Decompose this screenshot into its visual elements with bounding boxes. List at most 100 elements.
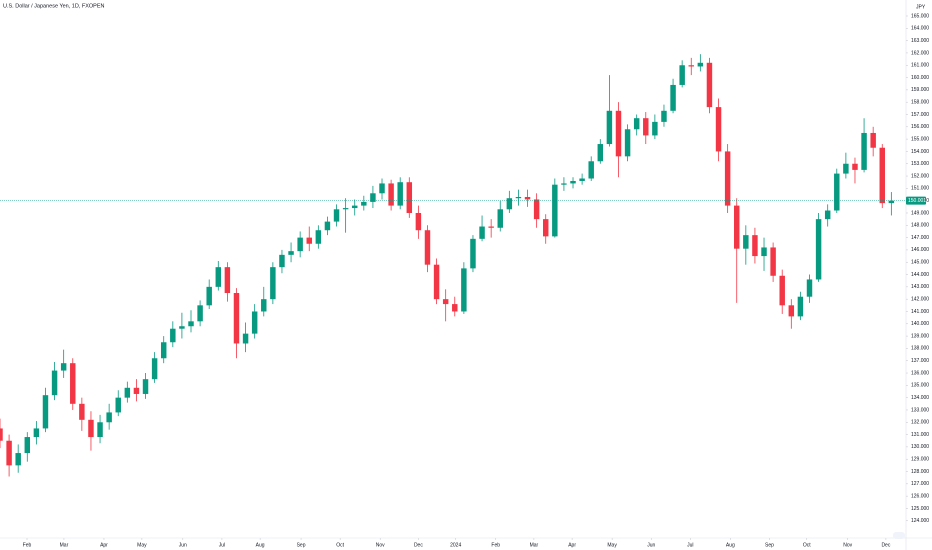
candle-body xyxy=(724,151,731,206)
candle-body xyxy=(97,422,103,438)
candle-body xyxy=(706,62,713,108)
candle-body xyxy=(661,110,667,122)
candle-body xyxy=(60,363,67,371)
x-tick-label: Jun xyxy=(647,542,655,548)
candle-body xyxy=(743,235,749,249)
y-tick-label: 138.000 xyxy=(911,346,929,352)
settings-icon[interactable] xyxy=(893,532,905,539)
candle-body xyxy=(506,198,513,210)
candle-body xyxy=(197,305,203,322)
candle-body xyxy=(206,286,212,306)
candle-body xyxy=(270,267,276,300)
candle-body xyxy=(15,453,21,466)
y-tick-label: 137.000 xyxy=(911,358,929,364)
x-tick-label: Feb xyxy=(491,542,500,548)
candle-body xyxy=(715,107,722,152)
candle-body xyxy=(588,161,594,179)
x-tick-label: Mar xyxy=(60,542,69,548)
y-tick-label: 162.000 xyxy=(911,50,929,56)
candle-body xyxy=(697,62,704,67)
y-tick-label: 141.000 xyxy=(911,309,929,315)
candle-body xyxy=(579,178,585,181)
candle-body xyxy=(279,254,285,268)
y-tick-label: 145.000 xyxy=(911,260,929,266)
candle-body xyxy=(342,208,349,210)
candle-body xyxy=(433,264,440,300)
candle-body xyxy=(624,129,631,157)
chart-title: U.S. Dollar / Japanese Yen, 1D, FXOPEN xyxy=(3,3,105,9)
candle-body xyxy=(242,333,249,344)
candle-body xyxy=(479,226,485,239)
candle-body xyxy=(834,173,840,211)
x-tick-label: 2024 xyxy=(450,542,461,548)
candle-body xyxy=(6,440,12,466)
candle-body xyxy=(170,328,176,343)
candle-body xyxy=(888,200,895,204)
candle-body xyxy=(70,363,76,404)
x-tick-label: May xyxy=(137,542,147,548)
y-tick-label: 157.000 xyxy=(911,112,929,118)
candle-body xyxy=(361,201,367,206)
x-tick-label: Nov xyxy=(843,542,852,548)
candle-body xyxy=(533,199,540,220)
candle-body xyxy=(806,279,813,297)
x-tick-label: Sep xyxy=(765,542,774,548)
candle-body xyxy=(151,358,158,380)
y-tick-label: 151.000 xyxy=(911,186,929,192)
y-tick-label: 125.000 xyxy=(911,506,929,512)
candle-body xyxy=(142,379,149,394)
candle-body xyxy=(88,419,94,438)
candle-body xyxy=(51,370,58,396)
y-tick-label: 160.000 xyxy=(911,75,929,81)
candle-body xyxy=(115,397,121,413)
candle-body xyxy=(288,251,294,255)
y-tick-label: 158.000 xyxy=(911,100,929,106)
candle-body xyxy=(515,196,522,199)
candle-body xyxy=(424,230,431,265)
currency-label: JPY xyxy=(916,4,926,10)
candle-body xyxy=(688,65,694,67)
x-tick-label: Apr xyxy=(100,542,108,548)
candle-body xyxy=(24,437,31,454)
candle-body xyxy=(106,412,112,423)
x-tick-label: Oct xyxy=(803,542,811,548)
x-tick-label: Aug xyxy=(726,542,735,548)
candle-body xyxy=(351,205,358,209)
candle-body xyxy=(761,247,767,257)
candle-body xyxy=(597,144,604,162)
candle-body xyxy=(488,226,494,228)
candle-body xyxy=(251,311,258,334)
candle-body xyxy=(461,268,467,312)
y-tick-label: 133.000 xyxy=(911,407,929,413)
x-tick-label: Jul xyxy=(687,542,693,548)
y-tick-label: 134.000 xyxy=(911,395,929,401)
last-price-label: 150.001 xyxy=(908,198,926,204)
candle-body xyxy=(852,163,858,170)
candle-body xyxy=(297,237,303,252)
candle-body xyxy=(415,212,422,231)
x-tick-label: Apr xyxy=(568,542,576,548)
candle-body xyxy=(179,326,185,329)
y-tick-label: 143.000 xyxy=(911,284,929,290)
x-tick-label: Feb xyxy=(23,542,32,548)
candle-body xyxy=(333,209,340,222)
candle-body xyxy=(124,387,131,398)
candle-body xyxy=(42,395,49,429)
candle-body xyxy=(442,299,449,305)
candle-body xyxy=(824,210,831,220)
candle-body xyxy=(679,65,685,85)
y-tick-label: 136.000 xyxy=(911,370,929,376)
x-tick-label: Jul xyxy=(219,542,225,548)
candle-body xyxy=(160,342,167,359)
last-price-badge xyxy=(906,196,926,205)
candle-body xyxy=(306,237,312,244)
candle-body xyxy=(843,163,849,174)
y-tick-label: 155.000 xyxy=(911,136,929,142)
candle-body xyxy=(524,196,531,200)
candle-body xyxy=(261,299,267,312)
candle-body xyxy=(324,221,331,231)
candle-body xyxy=(233,293,240,344)
y-tick-label: 156.000 xyxy=(911,124,929,130)
candle-body xyxy=(379,183,385,194)
